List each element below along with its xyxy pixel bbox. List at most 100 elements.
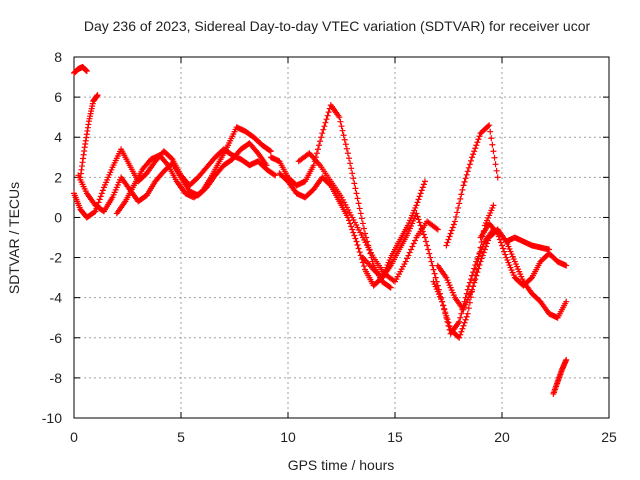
data-point: [348, 223, 355, 230]
data-point: [424, 242, 431, 249]
y-tick-label: -6: [50, 330, 63, 346]
y-axis-ticks: -10 -8 -6 -4 -2 0 2 4 6 8: [42, 49, 609, 426]
series: [359, 210, 497, 337]
data-point: [341, 136, 348, 143]
data-point: [355, 245, 362, 252]
data-point: [320, 126, 327, 133]
data-point: [459, 186, 466, 193]
data-point: [475, 265, 482, 272]
data-point: [415, 196, 422, 203]
data-point: [95, 199, 102, 206]
data-point: [413, 210, 420, 217]
data-point: [318, 134, 325, 141]
data-point: [338, 123, 345, 130]
data-point: [350, 175, 357, 182]
series: [75, 140, 270, 215]
data-point: [477, 258, 484, 265]
data-point: [486, 122, 493, 129]
data-point: [413, 202, 420, 209]
y-tick-label: -2: [50, 250, 63, 266]
data-point: [476, 262, 483, 269]
data-point: [458, 191, 465, 198]
data-point: [360, 225, 367, 232]
data-point: [476, 133, 483, 140]
data-point: [323, 116, 330, 123]
data-point: [493, 229, 500, 236]
data-point: [464, 168, 471, 175]
data-point: [337, 118, 344, 125]
data-point: [443, 312, 450, 319]
data-point: [405, 252, 412, 259]
data-point: [351, 180, 358, 187]
data-point: [472, 276, 479, 283]
data-point: [358, 215, 365, 222]
data-point: [433, 225, 440, 232]
data-point: [386, 283, 393, 290]
series: [434, 226, 570, 321]
data-point: [478, 239, 485, 246]
x-tick-label: 20: [494, 429, 510, 445]
data-point: [271, 171, 278, 178]
data-point: [96, 196, 103, 203]
data-point: [357, 210, 364, 217]
data-point: [349, 170, 356, 177]
y-axis-label: SDTVAR / TECUs: [6, 182, 22, 294]
data-point: [467, 157, 474, 164]
data-point: [466, 161, 473, 168]
data-point: [419, 184, 426, 191]
data-point: [310, 162, 317, 169]
data-point: [460, 182, 467, 189]
data-point: [461, 319, 468, 326]
data-point: [447, 230, 454, 237]
data-point: [420, 181, 427, 188]
data-point: [480, 249, 487, 256]
data-point: [481, 246, 488, 253]
chart-title: Day 236 of 2023, Sidereal Day-to-day VTE…: [84, 18, 591, 34]
data-point: [429, 262, 436, 269]
data-point: [319, 130, 326, 137]
data-point: [463, 290, 470, 297]
data-point: [440, 302, 447, 309]
data-point: [494, 230, 501, 237]
x-tick-label: 10: [280, 429, 296, 445]
data-point: [454, 209, 461, 216]
data-point: [434, 226, 441, 233]
series: [477, 220, 570, 289]
data-point: [474, 139, 481, 146]
data-point: [94, 92, 101, 99]
data-point: [353, 238, 360, 245]
data-point: [527, 275, 534, 282]
data-point: [317, 138, 324, 145]
data-point: [350, 229, 357, 236]
data-point: [470, 151, 477, 158]
data-point: [501, 248, 508, 255]
data-point: [472, 145, 479, 152]
data-point: [449, 224, 456, 231]
data-point: [83, 68, 90, 75]
series: [503, 234, 553, 253]
data-point: [487, 128, 494, 135]
data-point: [92, 208, 99, 215]
series: [276, 170, 428, 289]
data-point: [354, 242, 361, 249]
x-tick-label: 5: [177, 429, 185, 445]
data-point: [168, 155, 175, 162]
y-tick-label: 8: [54, 49, 62, 65]
data-point: [456, 318, 463, 325]
data-point: [446, 323, 453, 330]
data-point: [404, 255, 411, 262]
data-point: [427, 254, 434, 261]
data-point: [418, 187, 425, 194]
data-point: [164, 161, 171, 168]
data-point: [471, 279, 478, 286]
data-point: [263, 162, 270, 169]
data-point: [445, 319, 452, 326]
data-point: [345, 155, 352, 162]
data-point: [462, 175, 469, 182]
data-point: [416, 193, 423, 200]
data-point: [313, 150, 320, 157]
data-point: [421, 178, 428, 185]
data-point: [267, 148, 274, 155]
data-point: [444, 316, 451, 323]
